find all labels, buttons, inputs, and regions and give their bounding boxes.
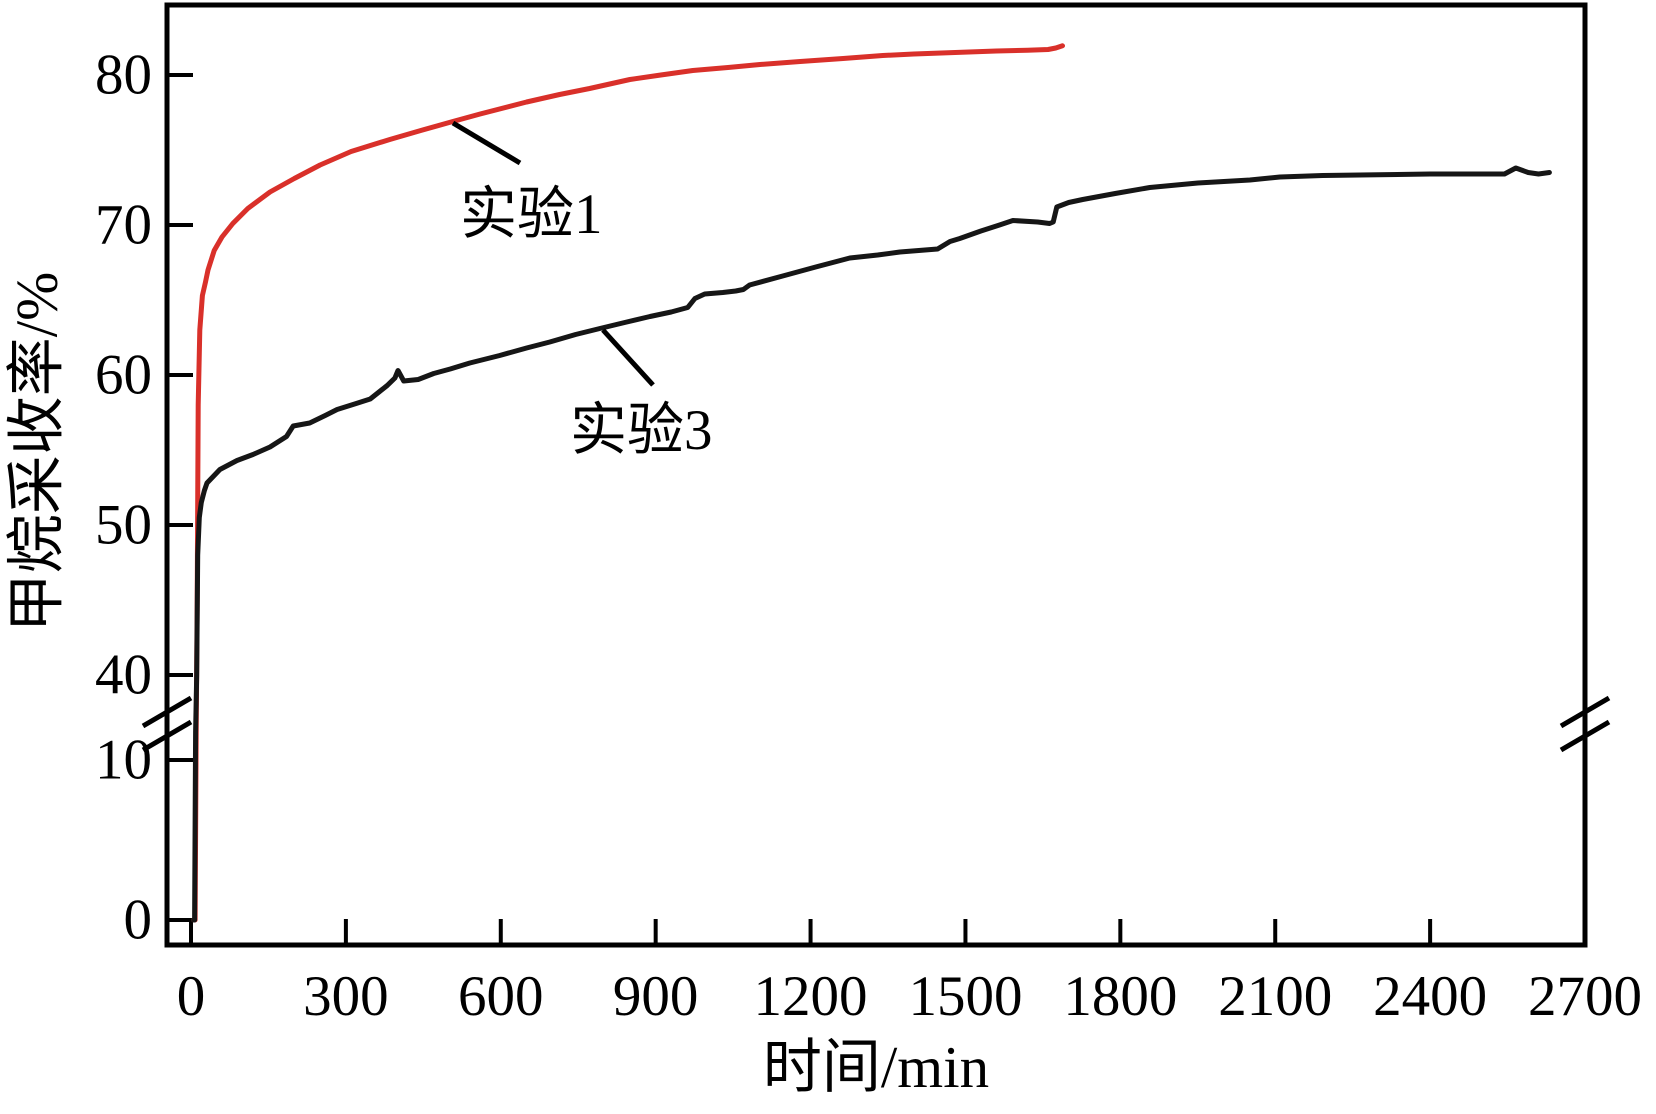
series-3-line: [191, 165, 1552, 923]
x-tick-label: 900: [612, 965, 699, 1028]
x-tick-label: 300: [303, 965, 389, 1028]
x-tick-label: 1800: [1063, 965, 1178, 1028]
x-tick-label: 0: [176, 965, 206, 1028]
y-axis-break-mark: [1559, 719, 1611, 753]
plot-frame: [164, 2, 1588, 948]
annotation-leader-line-1: [451, 120, 522, 166]
y-axis-break-mark: [1559, 695, 1611, 729]
y-axis-break-mark: [141, 719, 193, 753]
y-tick-label: 0: [123, 888, 153, 952]
x-tick-label: 600: [458, 965, 544, 1028]
y-tick-label: 50: [95, 493, 152, 557]
x-tick-label: 1500: [908, 965, 1023, 1028]
y-tick-label: 10: [95, 728, 152, 792]
series-1-line: [191, 43, 1065, 923]
series-1-annotation-label: 实验1: [460, 183, 603, 246]
x-tick-label: 2100: [1218, 965, 1333, 1028]
y-tick-label: 70: [95, 193, 152, 257]
x-tick-label: 2400: [1373, 965, 1488, 1028]
y-tick-label: 60: [95, 343, 152, 407]
x-axis-title: 时间/min: [762, 1034, 990, 1100]
y-axis-title: 甲烷采收率/%: [3, 271, 70, 633]
y-tick-label: 80: [95, 43, 152, 107]
x-tick-label: 2700: [1528, 965, 1642, 1028]
x-tick-label: 1200: [753, 965, 868, 1028]
y-axis-break-mark: [141, 695, 193, 729]
series-3-annotation-label: 实验3: [570, 399, 713, 462]
annotation-leader-line-2: [601, 328, 655, 387]
y-tick-label: 40: [95, 643, 152, 707]
